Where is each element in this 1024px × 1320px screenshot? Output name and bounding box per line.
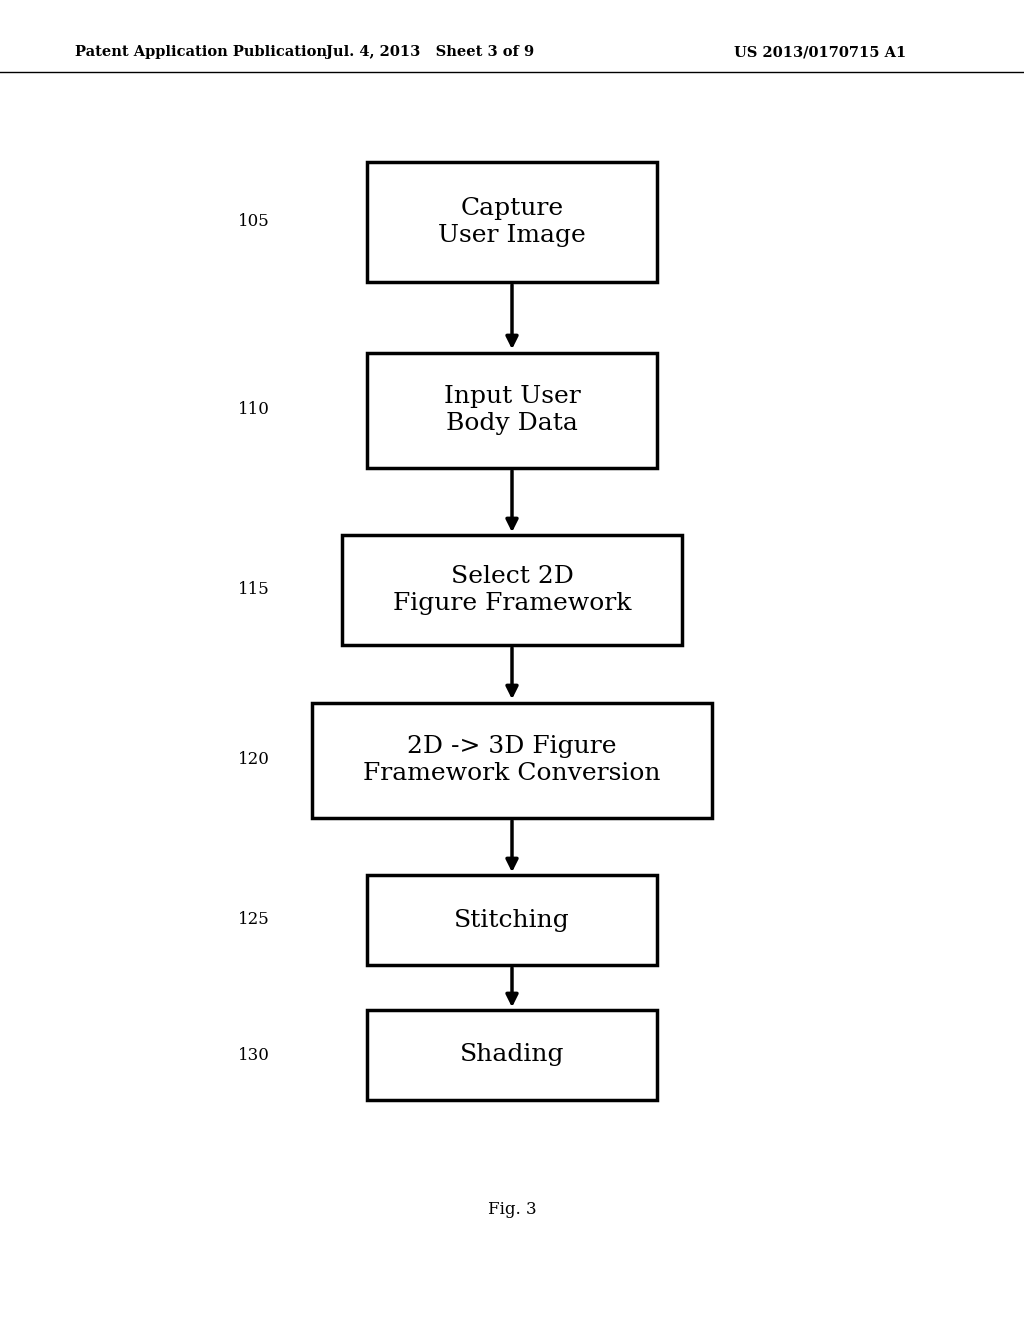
- Text: Shading: Shading: [460, 1044, 564, 1067]
- Text: Fig. 3: Fig. 3: [487, 1201, 537, 1218]
- Text: 2D -> 3D Figure
Framework Conversion: 2D -> 3D Figure Framework Conversion: [364, 735, 660, 785]
- Text: Stitching: Stitching: [454, 908, 570, 932]
- Text: Select 2D
Figure Framework: Select 2D Figure Framework: [393, 565, 631, 615]
- Text: Capture
User Image: Capture User Image: [438, 197, 586, 247]
- FancyBboxPatch shape: [367, 875, 657, 965]
- Text: Input User
Body Data: Input User Body Data: [443, 385, 581, 434]
- Text: 130: 130: [239, 1047, 270, 1064]
- FancyBboxPatch shape: [367, 162, 657, 282]
- FancyBboxPatch shape: [367, 1010, 657, 1100]
- Text: Jul. 4, 2013   Sheet 3 of 9: Jul. 4, 2013 Sheet 3 of 9: [326, 45, 535, 59]
- Text: 115: 115: [239, 582, 270, 598]
- Text: 110: 110: [239, 401, 270, 418]
- Text: Patent Application Publication: Patent Application Publication: [75, 45, 327, 59]
- Text: US 2013/0170715 A1: US 2013/0170715 A1: [734, 45, 906, 59]
- Text: 105: 105: [239, 214, 270, 231]
- FancyBboxPatch shape: [367, 352, 657, 467]
- FancyBboxPatch shape: [312, 702, 712, 817]
- Text: 120: 120: [239, 751, 270, 768]
- Text: 125: 125: [239, 912, 270, 928]
- FancyBboxPatch shape: [342, 535, 682, 645]
